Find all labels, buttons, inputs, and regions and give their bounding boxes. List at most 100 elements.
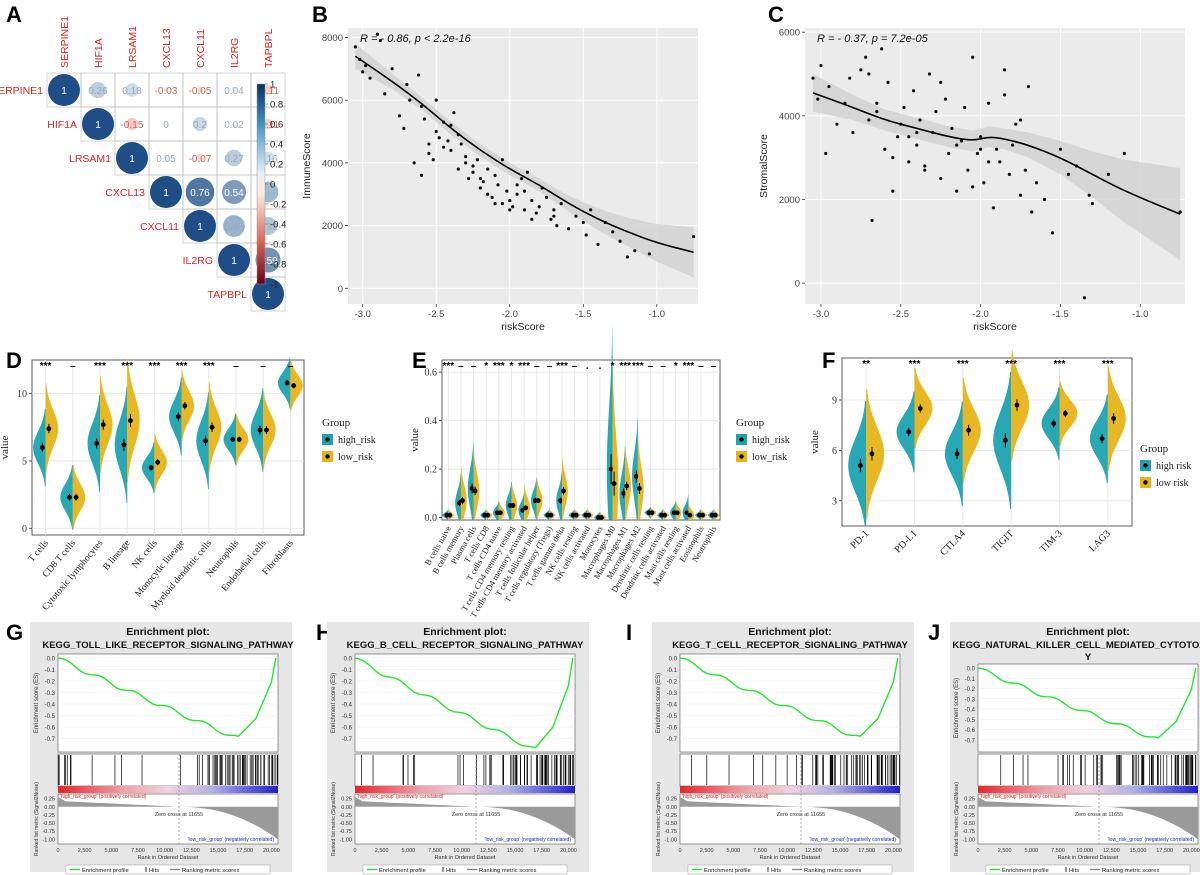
mean-point	[175, 414, 181, 419]
data-point	[441, 145, 446, 149]
colorbar-tick-label: 0.2	[270, 160, 283, 171]
data-point	[471, 164, 475, 168]
column-label: HIF1A	[93, 38, 105, 68]
y-axis-label: ImmuneScore	[301, 133, 313, 199]
zero-cross-label: Zero cross at 11655	[777, 812, 826, 818]
mean-point	[1111, 416, 1117, 421]
mean-point	[611, 481, 617, 487]
data-point	[530, 198, 534, 203]
violin-half	[848, 401, 867, 526]
colorbar-tick-label: -0.8	[270, 260, 286, 271]
x-tick-label: -1.0	[649, 309, 665, 320]
mean-point	[497, 510, 503, 516]
violin-half	[154, 433, 167, 492]
x-tick-label: -2.5	[893, 309, 909, 320]
x-tick-label: 5,000	[1024, 848, 1038, 854]
data-point	[1034, 181, 1039, 185]
gsea-subtitle: KEGG_B_CELL_RECEPTOR_SIGNALING_PATHWAY	[347, 640, 584, 651]
significance-label: –	[70, 361, 76, 372]
rank-tick-label: -0.25	[42, 813, 55, 819]
violin-half	[518, 492, 525, 520]
correlation-value: 0.59	[258, 256, 278, 267]
category-label: B lineage	[102, 539, 133, 573]
data-point	[434, 98, 438, 102]
data-point	[581, 220, 585, 225]
es-tick-label: -0.5	[667, 714, 678, 720]
data-point	[907, 135, 911, 139]
mean-point	[966, 427, 972, 433]
data-point	[647, 252, 652, 256]
data-point	[361, 70, 365, 74]
colorbar-tick-label: 1	[270, 80, 275, 91]
row-label: TAPBPL	[208, 289, 248, 301]
plot-background	[348, 28, 698, 304]
mean-point	[662, 512, 668, 518]
violin-half	[455, 473, 461, 520]
panel-letter-c: C	[768, 2, 784, 27]
data-point	[552, 214, 556, 218]
es-axis-label: Enrichment score (ES)	[656, 673, 662, 733]
x-tick-label: 5,000	[726, 848, 740, 854]
significance-label: ***	[518, 361, 530, 372]
rank-tick-label: -1.00	[962, 837, 975, 843]
significance-label: ***	[40, 361, 52, 372]
significance-label: ***	[121, 361, 133, 372]
mean-point	[46, 426, 52, 432]
correlation-circle	[162, 154, 170, 162]
es-tick-label: -0.1	[45, 668, 56, 674]
mean-point	[1002, 437, 1008, 443]
x-axis-label: riskScore	[501, 321, 545, 333]
es-axis-label: Enrichment score (ES)	[331, 673, 337, 733]
significance-label: *	[611, 361, 615, 372]
data-point	[471, 170, 475, 174]
correlation-circle	[185, 177, 215, 207]
category-label: CTLA4	[938, 528, 968, 558]
mean-point	[94, 441, 100, 446]
violin-half	[511, 482, 518, 520]
correlation-circle	[184, 210, 216, 242]
mean-point	[460, 498, 465, 504]
ranking-metric-area	[58, 797, 278, 840]
data-point	[1018, 193, 1023, 197]
positive-correlation-label: 'high_risk_group' (positively correlated…	[980, 794, 1067, 800]
row-label: CXCL11	[140, 221, 179, 233]
correlation-value: 0.05	[156, 154, 176, 165]
rank-tick-label: 0.00	[341, 805, 352, 811]
violin-half	[675, 501, 682, 520]
correlation-circle	[192, 116, 208, 132]
row-label: LRSAM1	[69, 153, 111, 165]
data-point	[867, 118, 871, 122]
data-point	[574, 214, 578, 218]
es-tick-label: -0.3	[45, 691, 56, 697]
category-label: Monocytic lineage	[134, 539, 187, 600]
fit-line	[354, 55, 694, 254]
significance-label: ***	[493, 361, 505, 372]
violin-half	[505, 482, 512, 520]
legend-label: Ranking metric scores	[804, 868, 861, 874]
x-tick-label: -2.0	[972, 309, 988, 320]
violin-half	[196, 392, 209, 490]
violin-half	[498, 501, 505, 520]
correlation-circle	[232, 122, 236, 126]
colorbar-tick-label: 0.4	[270, 140, 283, 151]
data-point	[827, 84, 831, 89]
violin-half	[181, 370, 195, 442]
correlation-circle	[125, 83, 139, 97]
rank-tick-label: -0.50	[339, 821, 352, 827]
mean-point	[236, 437, 242, 442]
mean-point	[906, 429, 912, 435]
panel-letter-g: G	[6, 620, 23, 645]
data-point	[508, 198, 512, 203]
es-tick-label: -0.3	[342, 691, 353, 697]
es-plot-frame	[679, 653, 901, 753]
mean-point	[1051, 421, 1057, 426]
es-tick-label: -0.4	[45, 703, 56, 709]
panel-letter-b: B	[312, 2, 328, 27]
data-point	[353, 45, 357, 49]
data-point	[515, 192, 519, 196]
data-point	[1030, 210, 1034, 214]
x-tick-label: 20,000	[560, 848, 577, 854]
es-tick-label: -0.7	[667, 737, 678, 743]
legend-label: Enrichment profile	[379, 868, 426, 874]
legend-label: Hits	[149, 868, 159, 874]
